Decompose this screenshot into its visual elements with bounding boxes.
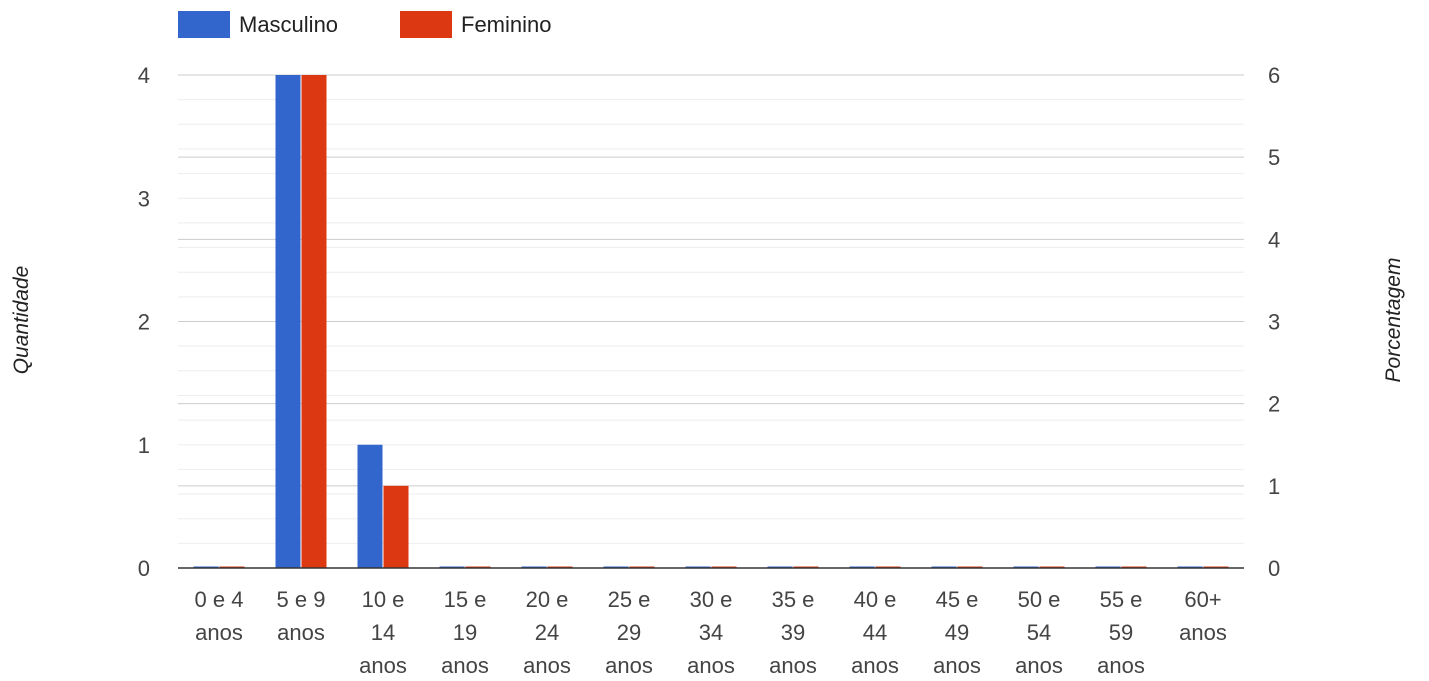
- left-y-tick-label: 3: [138, 186, 150, 211]
- right-y-tick-label: 4: [1268, 227, 1280, 252]
- legend: Masculino Feminino: [178, 11, 551, 38]
- right-y-axis-title: Porcentagem: [1382, 258, 1405, 383]
- bar-masculino: [357, 444, 383, 568]
- left-y-tick-labels: 0 1 2 3 4: [138, 63, 150, 581]
- x-tick-label: 40 e 44 anos: [851, 587, 899, 678]
- left-y-axis-title: Quantidade: [10, 266, 33, 375]
- x-tick-label: 0 e 4 anos: [195, 587, 244, 645]
- x-tick-label: 15 e 19 anos: [441, 587, 489, 678]
- x-tick-label: 60+ anos: [1179, 587, 1227, 645]
- left-y-tick-label: 4: [138, 63, 150, 88]
- left-y-tick-label: 2: [138, 310, 150, 335]
- bars: [193, 75, 1229, 568]
- bar-feminino: [383, 485, 409, 568]
- right-y-tick-label: 2: [1268, 392, 1280, 417]
- legend-label-masculino: Masculino: [239, 12, 338, 37]
- legend-swatch-masculino: [178, 11, 230, 38]
- legend-swatch-feminino: [400, 11, 452, 38]
- x-tick-label: 35 e 39 anos: [769, 587, 817, 678]
- x-tick-labels: 0 e 4 anos 5 e 9 anos 10 e 14 anos 15 e 19 anos 20…: [195, 587, 1227, 678]
- legend-label-feminino: Feminino: [461, 12, 551, 37]
- x-tick-label: 30 e 34 anos: [687, 587, 735, 678]
- bar-feminino: [301, 75, 327, 568]
- x-tick-label: 50 e 54 anos: [1015, 587, 1063, 678]
- x-tick-label: 25 e 29 anos: [605, 587, 653, 678]
- right-y-tick-label: 0: [1268, 556, 1280, 581]
- right-y-tick-label: 3: [1268, 310, 1280, 335]
- left-y-tick-label: 0: [138, 556, 150, 581]
- x-tick-label: 55 e 59 anos: [1097, 587, 1145, 678]
- x-tick-label: 5 e 9 anos: [277, 587, 326, 645]
- x-tick-label: 45 e 49 anos: [933, 587, 981, 678]
- x-tick-label: 20 e 24 anos: [523, 587, 571, 678]
- left-y-tick-label: 1: [138, 433, 150, 458]
- right-y-tick-labels: 0 1 2 3 4 5 6: [1268, 63, 1280, 581]
- right-y-tick-label: 5: [1268, 145, 1280, 170]
- gridlines: [178, 74, 1244, 569]
- bar-masculino: [275, 75, 301, 568]
- right-y-tick-label: 1: [1268, 474, 1280, 499]
- x-tick-label: 10 e 14 anos: [359, 587, 407, 678]
- right-y-tick-label: 6: [1268, 63, 1280, 88]
